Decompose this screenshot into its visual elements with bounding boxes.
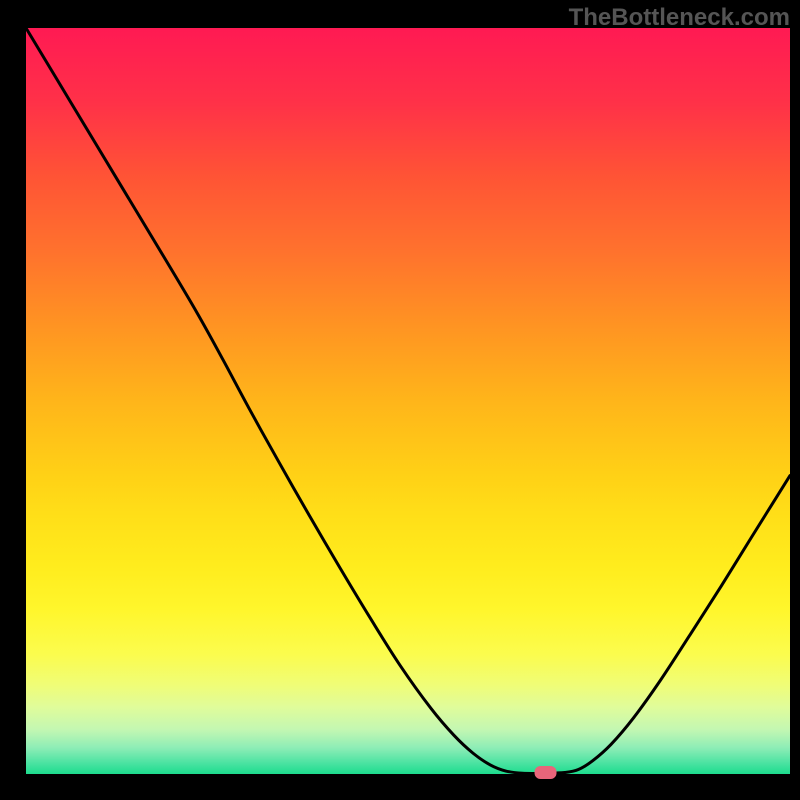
bottleneck-chart: TheBottleneck.com	[0, 0, 800, 800]
optimal-marker	[535, 766, 557, 779]
watermark-text: TheBottleneck.com	[569, 4, 790, 32]
chart-svg	[0, 0, 800, 800]
plot-background-gradient	[26, 28, 790, 774]
